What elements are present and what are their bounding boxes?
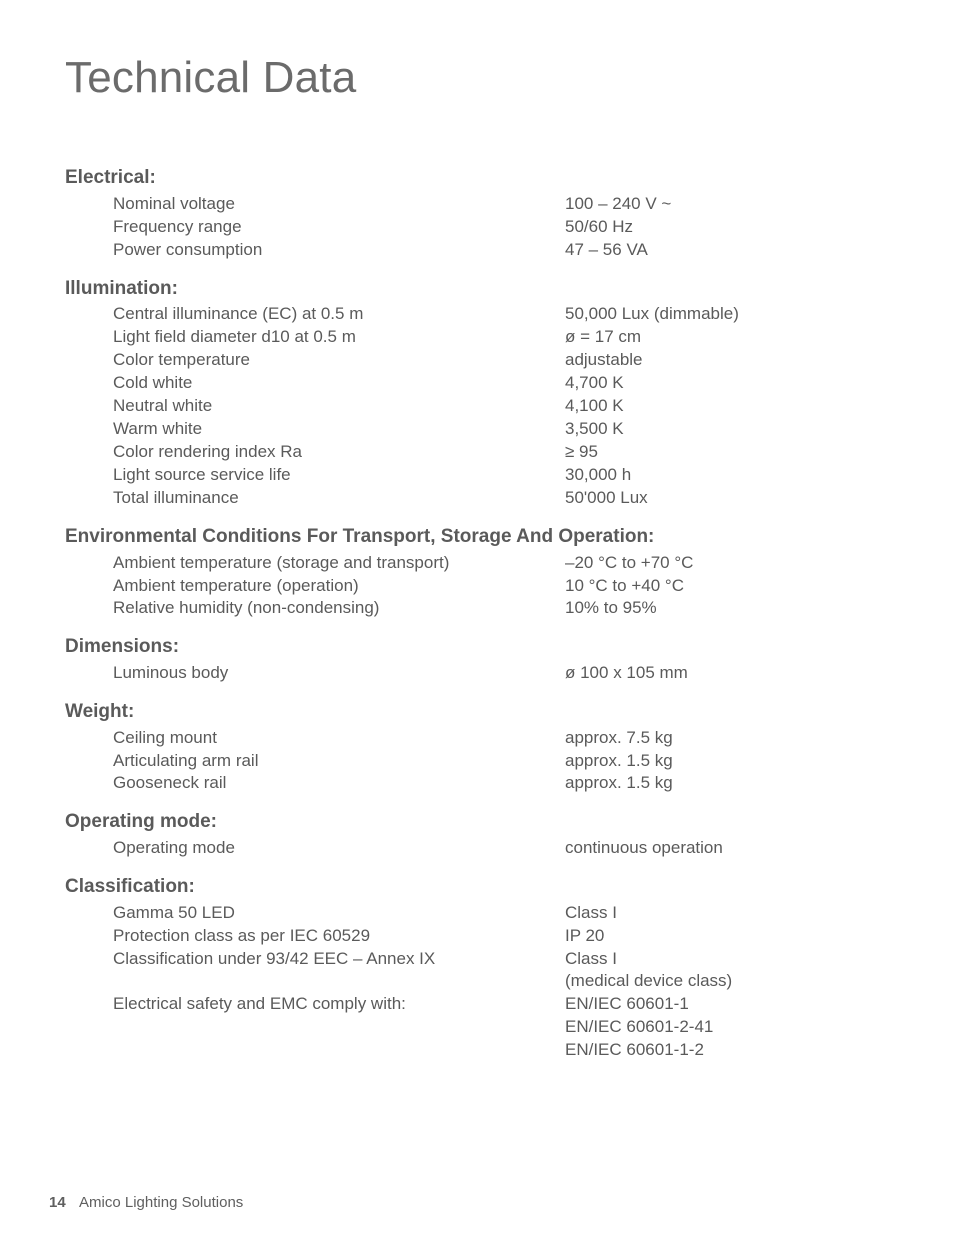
spec-label bbox=[113, 970, 565, 993]
spec-row: (medical device class) bbox=[65, 970, 889, 993]
spec-value: 3,500 K bbox=[565, 418, 889, 441]
spec-label: Color temperature bbox=[113, 349, 565, 372]
spec-value: 50/60 Hz bbox=[565, 216, 889, 239]
page-footer: 14 Amico Lighting Solutions bbox=[49, 1193, 243, 1213]
section-heading: Dimensions: bbox=[65, 634, 889, 660]
spec-label: Gamma 50 LED bbox=[113, 902, 565, 925]
spec-value: approx. 1.5 kg bbox=[565, 750, 889, 773]
section-heading: Electrical: bbox=[65, 165, 889, 191]
spec-row: Electrical safety and EMC comply with:EN… bbox=[65, 993, 889, 1016]
spec-value: adjustable bbox=[565, 349, 889, 372]
spec-value: 50'000 Lux bbox=[565, 487, 889, 510]
spec-row: Neutral white4,100 K bbox=[65, 395, 889, 418]
spec-value: continuous operation bbox=[565, 837, 889, 860]
spec-row: Light source service life30,000 h bbox=[65, 464, 889, 487]
spec-label: Cold white bbox=[113, 372, 565, 395]
spec-row: Central illuminance (EC) at 0.5 m50,000 … bbox=[65, 303, 889, 326]
spec-row: Luminous bodyø 100 x 105 mm bbox=[65, 662, 889, 685]
spec-value: Class I bbox=[565, 902, 889, 925]
spec-value: EN/IEC 60601-2-41 bbox=[565, 1016, 889, 1039]
spec-label: Power consumption bbox=[113, 239, 565, 262]
spec-label: Light source service life bbox=[113, 464, 565, 487]
spec-label: Ambient temperature (storage and transpo… bbox=[113, 552, 565, 575]
footer-text: Amico Lighting Solutions bbox=[79, 1194, 243, 1211]
sections-container: Electrical:Nominal voltage100 – 240 V ~F… bbox=[65, 165, 889, 1062]
section-heading: Operating mode: bbox=[65, 809, 889, 835]
spec-row: Operating modecontinuous operation bbox=[65, 837, 889, 860]
spec-row: Ambient temperature (storage and transpo… bbox=[65, 552, 889, 575]
spec-value: Class I bbox=[565, 948, 889, 971]
spec-label bbox=[113, 1039, 565, 1062]
spec-label: Color rendering index Ra bbox=[113, 441, 565, 464]
spec-row: Color rendering index Ra≥ 95 bbox=[65, 441, 889, 464]
section-heading: Weight: bbox=[65, 699, 889, 725]
spec-label: Protection class as per IEC 60529 bbox=[113, 925, 565, 948]
spec-value: 47 – 56 VA bbox=[565, 239, 889, 262]
spec-row: Ceiling mountapprox. 7.5 kg bbox=[65, 727, 889, 750]
spec-value: approx. 7.5 kg bbox=[565, 727, 889, 750]
spec-row: Color temperatureadjustable bbox=[65, 349, 889, 372]
spec-row: Classification under 93/42 EEC – Annex I… bbox=[65, 948, 889, 971]
section-heading: Environmental Conditions For Transport, … bbox=[65, 524, 889, 550]
spec-value: 30,000 h bbox=[565, 464, 889, 487]
spec-value: 100 – 240 V ~ bbox=[565, 193, 889, 216]
page-title: Technical Data bbox=[65, 48, 889, 107]
spec-row: Total illuminance50'000 Lux bbox=[65, 487, 889, 510]
spec-row: Relative humidity (non-condensing)10% to… bbox=[65, 597, 889, 620]
spec-label: Relative humidity (non-condensing) bbox=[113, 597, 565, 620]
section-heading: Classification: bbox=[65, 874, 889, 900]
spec-row: EN/IEC 60601-2-41 bbox=[65, 1016, 889, 1039]
spec-row: Frequency range50/60 Hz bbox=[65, 216, 889, 239]
spec-value: (medical device class) bbox=[565, 970, 889, 993]
section-heading: Illumination: bbox=[65, 276, 889, 302]
spec-value: –20 °C to +70 °C bbox=[565, 552, 889, 575]
spec-label: Ceiling mount bbox=[113, 727, 565, 750]
spec-row: Power consumption47 – 56 VA bbox=[65, 239, 889, 262]
spec-row: Cold white4,700 K bbox=[65, 372, 889, 395]
spec-label: Electrical safety and EMC comply with: bbox=[113, 993, 565, 1016]
spec-value: 10 °C to +40 °C bbox=[565, 575, 889, 598]
spec-value: 4,700 K bbox=[565, 372, 889, 395]
spec-value: ≥ 95 bbox=[565, 441, 889, 464]
spec-label: Operating mode bbox=[113, 837, 565, 860]
spec-label: Neutral white bbox=[113, 395, 565, 418]
spec-value: ø 100 x 105 mm bbox=[565, 662, 889, 685]
spec-value: approx. 1.5 kg bbox=[565, 772, 889, 795]
spec-label: Central illuminance (EC) at 0.5 m bbox=[113, 303, 565, 326]
spec-row: Nominal voltage100 – 240 V ~ bbox=[65, 193, 889, 216]
spec-value: 4,100 K bbox=[565, 395, 889, 418]
spec-label: Nominal voltage bbox=[113, 193, 565, 216]
spec-label: Luminous body bbox=[113, 662, 565, 685]
spec-row: Light field diameter d10 at 0.5 mø = 17 … bbox=[65, 326, 889, 349]
spec-row: Protection class as per IEC 60529IP 20 bbox=[65, 925, 889, 948]
spec-label: Gooseneck rail bbox=[113, 772, 565, 795]
spec-row: Ambient temperature (operation)10 °C to … bbox=[65, 575, 889, 598]
spec-label: Classification under 93/42 EEC – Annex I… bbox=[113, 948, 565, 971]
spec-label: Ambient temperature (operation) bbox=[113, 575, 565, 598]
spec-row: EN/IEC 60601-1-2 bbox=[65, 1039, 889, 1062]
spec-value: 50,000 Lux (dimmable) bbox=[565, 303, 889, 326]
spec-row: Articulating arm railapprox. 1.5 kg bbox=[65, 750, 889, 773]
spec-value: IP 20 bbox=[565, 925, 889, 948]
spec-label: Light field diameter d10 at 0.5 m bbox=[113, 326, 565, 349]
spec-row: Gooseneck railapprox. 1.5 kg bbox=[65, 772, 889, 795]
spec-row: Gamma 50 LEDClass I bbox=[65, 902, 889, 925]
spec-label: Articulating arm rail bbox=[113, 750, 565, 773]
spec-value: EN/IEC 60601-1-2 bbox=[565, 1039, 889, 1062]
spec-row: Warm white3,500 K bbox=[65, 418, 889, 441]
spec-value: ø = 17 cm bbox=[565, 326, 889, 349]
spec-value: EN/IEC 60601-1 bbox=[565, 993, 889, 1016]
spec-label bbox=[113, 1016, 565, 1039]
spec-label: Warm white bbox=[113, 418, 565, 441]
page-number: 14 bbox=[49, 1194, 66, 1211]
spec-label: Total illuminance bbox=[113, 487, 565, 510]
spec-value: 10% to 95% bbox=[565, 597, 889, 620]
spec-label: Frequency range bbox=[113, 216, 565, 239]
page-content: Technical Data Electrical:Nominal voltag… bbox=[0, 0, 954, 1062]
